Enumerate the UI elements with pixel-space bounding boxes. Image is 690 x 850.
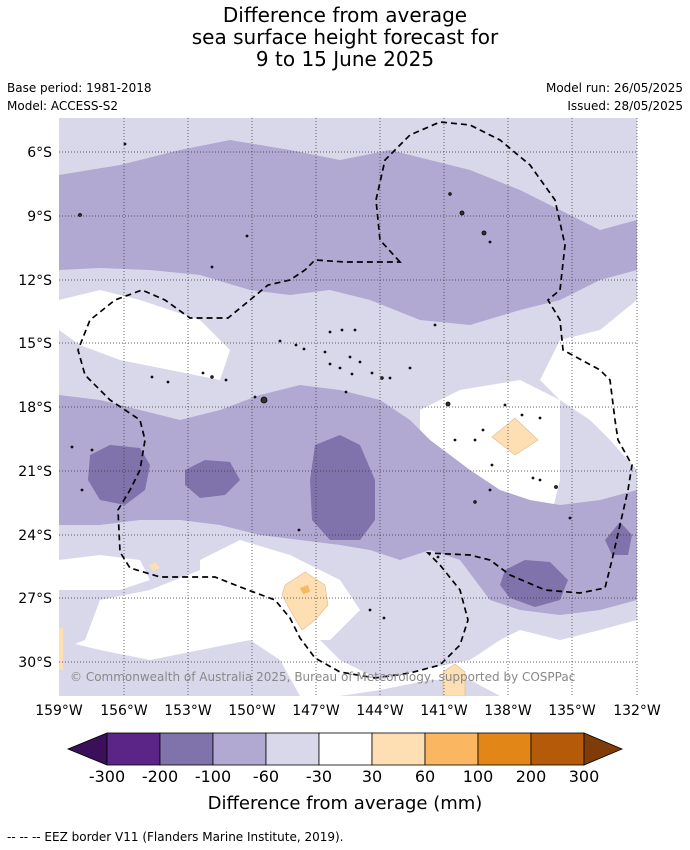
lon-label: 156°W xyxy=(100,703,148,719)
islands xyxy=(70,142,572,620)
lon-label: 132°W xyxy=(613,703,661,719)
lat-label: 6°S xyxy=(27,145,52,161)
colorbar-label: -100 xyxy=(195,767,231,786)
colorbar-labels: -300 -200 -100 -60 -30 30 60 100 200 300 xyxy=(89,767,599,786)
colorbar-bin xyxy=(159,732,214,766)
map-title: Difference from average sea surface heig… xyxy=(0,4,690,70)
lat-label: 9°S xyxy=(27,209,52,225)
colorbar-label: 200 xyxy=(516,767,547,786)
lon-label: 159°W xyxy=(35,703,83,719)
lat-label: 27°S xyxy=(18,591,52,607)
model-run: Model run: 26/05/2025 xyxy=(545,81,683,95)
colorbar-bin xyxy=(318,732,373,766)
longitude-labels: 159°W 156°W 153°W 150°W 147°W 144°W 141°… xyxy=(35,703,661,719)
region-p30-p60 xyxy=(491,417,539,456)
title-line-2: sea surface height forecast for xyxy=(191,25,499,49)
colorbar-bin xyxy=(530,732,585,766)
colorbar xyxy=(66,732,624,766)
colorbar-label: 60 xyxy=(415,767,435,786)
lat-label: 24°S xyxy=(18,528,52,544)
colorbar-label: -30 xyxy=(306,767,332,786)
meta-right: Model run: 26/05/2025 Issued: 28/05/2025 xyxy=(546,79,683,115)
lat-label: 18°S xyxy=(18,400,52,416)
colorbar-label: 300 xyxy=(569,767,600,786)
eez-border xyxy=(77,121,633,679)
region-m200-m100 xyxy=(88,445,150,505)
colorbar-label: -60 xyxy=(253,767,279,786)
lat-label: 15°S xyxy=(18,336,52,352)
lon-label: 138°W xyxy=(484,703,532,719)
colorbar-extend-low xyxy=(66,732,108,766)
colorbar-bin xyxy=(106,732,161,766)
colorbar-label: 100 xyxy=(463,767,494,786)
colorbar-bin xyxy=(212,732,267,766)
issued-date: Issued: 28/05/2025 xyxy=(567,99,683,113)
colorbar-extend-high xyxy=(583,732,624,766)
graticule xyxy=(59,118,638,696)
lon-label: 135°W xyxy=(548,703,596,719)
lon-label: 153°W xyxy=(164,703,212,719)
colorbar-label: -300 xyxy=(89,767,125,786)
colorbar-bin xyxy=(265,732,320,766)
lat-label: 30°S xyxy=(18,655,52,671)
title-line-3: 9 to 15 June 2025 xyxy=(255,47,435,71)
latitude-labels: 6°S 9°S 12°S 15°S 18°S 21°S 24°S 27°S 30… xyxy=(18,145,52,671)
colorbar-bin xyxy=(477,732,532,766)
title-line-1: Difference from average xyxy=(222,3,468,27)
colorbar-bin xyxy=(371,732,426,766)
lat-label: 12°S xyxy=(18,273,52,289)
lon-label: 141°W xyxy=(420,703,468,719)
region-m100-m60 xyxy=(59,140,637,325)
colorbar-label: 30 xyxy=(362,767,382,786)
model-name: Model: ACCESS-S2 xyxy=(7,99,119,113)
lon-label: 150°W xyxy=(228,703,276,719)
lon-label: 147°W xyxy=(292,703,340,719)
copyright-note: © Commonwealth of Australia 2025, Bureau… xyxy=(70,670,575,684)
colorbar-bin xyxy=(424,732,479,766)
lon-label: 144°W xyxy=(356,703,404,719)
colorbar-label: -200 xyxy=(142,767,178,786)
base-period: Base period: 1981-2018 xyxy=(7,81,152,95)
lat-label: 21°S xyxy=(18,464,52,480)
meta-left: Base period: 1981-2018 Model: ACCESS-S2 xyxy=(7,79,152,115)
eez-legend-note: -- -- -- EEZ border V11 (Flanders Marine… xyxy=(7,830,344,844)
colorbar-title: Difference from average (mm) xyxy=(208,793,483,814)
